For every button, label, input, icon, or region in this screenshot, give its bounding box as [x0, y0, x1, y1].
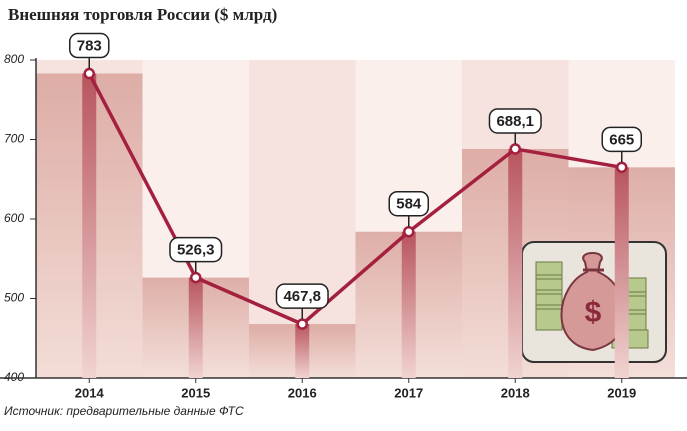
value-label: 783 — [77, 37, 102, 54]
x-tick-label: 2016 — [288, 385, 317, 400]
value-label: 665 — [609, 131, 634, 148]
value-label: 526,3 — [177, 242, 215, 259]
point — [296, 318, 308, 330]
x-tick-label: 2015 — [181, 385, 210, 400]
foreground: 2014 2015 2016 2017 2018 2019 783 526,3 467,8 584… — [68, 32, 643, 400]
column — [188, 277, 203, 378]
column — [82, 73, 97, 378]
point — [509, 143, 521, 155]
chart-title: Внешняя торговля России ($ млрд) — [8, 5, 277, 24]
svg-text:$: $ — [585, 296, 602, 329]
point — [83, 67, 95, 80]
y-tick-label: 400 — [4, 370, 24, 384]
axes: 400 500 600 700 800 — [0, 52, 687, 384]
point — [616, 161, 628, 174]
point — [403, 225, 415, 238]
x-tick-label: 2017 — [394, 385, 423, 400]
column — [614, 167, 629, 378]
columns — [82, 73, 629, 378]
y-tick-label: 700 — [4, 132, 24, 146]
source: Источник: предварительные данные ФТС — [4, 404, 244, 418]
x-tick-label: 2019 — [607, 385, 636, 400]
column — [401, 231, 416, 378]
y-tick-label: 500 — [4, 291, 24, 305]
point — [190, 271, 202, 284]
y-tick-label: 600 — [4, 211, 24, 225]
column — [295, 324, 310, 378]
x-tick-label: 2014 — [75, 385, 105, 400]
value-label: 584 — [396, 196, 422, 213]
value-label: 467,8 — [283, 288, 321, 305]
column — [508, 148, 523, 378]
y-tick-label: 800 — [4, 52, 24, 66]
money-icon: $ — [521, 241, 667, 363]
x-tick-label: 2018 — [501, 385, 530, 400]
value-label: 688,1 — [496, 113, 534, 130]
